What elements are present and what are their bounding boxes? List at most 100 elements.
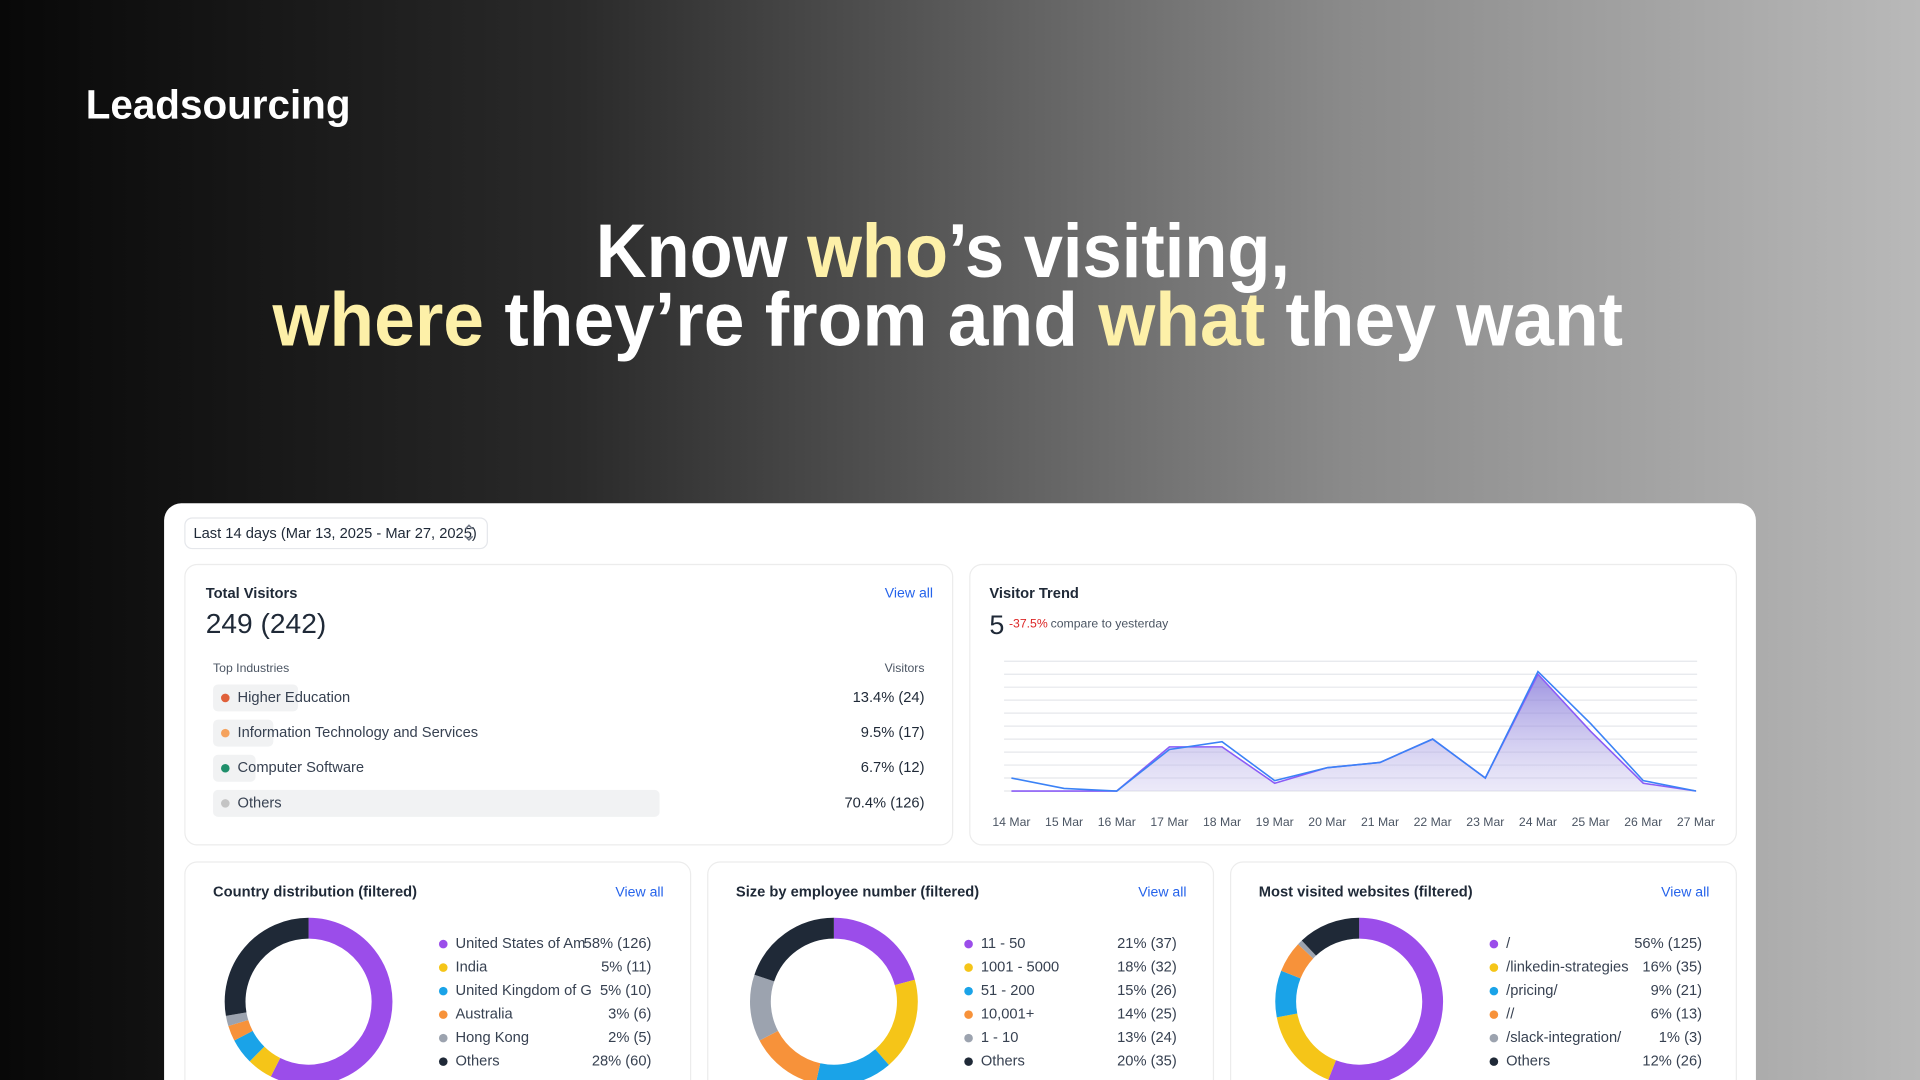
industry-value: 9.5% (17) — [861, 725, 925, 741]
legend-dot — [438, 1010, 448, 1019]
legend-dot — [221, 728, 230, 738]
headline-text: Know — [596, 209, 807, 294]
donut-segment — [750, 974, 779, 1041]
donut-segment — [833, 917, 915, 986]
card — [184, 861, 692, 1080]
x-tick-label: 22 Mar — [1414, 815, 1452, 829]
legend-dot — [221, 693, 230, 703]
table-header: Visitors — [885, 661, 925, 675]
legend-label: Others — [456, 1054, 500, 1070]
legend-dot — [438, 939, 448, 949]
donut-segment — [1275, 970, 1301, 1018]
donut-segment — [816, 1048, 889, 1080]
total-visitors-value: 249 (242) — [206, 608, 327, 639]
industry-value: 13.4% (24) — [853, 690, 925, 706]
donut-segment — [234, 1030, 265, 1062]
industry-bar — [213, 789, 660, 817]
x-tick-label: 24 Mar — [1519, 815, 1557, 829]
industry-label: Higher Education — [238, 690, 351, 706]
legend-label: India — [456, 959, 489, 975]
view-all-link[interactable]: View all — [885, 585, 933, 601]
legend-value: 14% (25) — [1117, 1006, 1177, 1022]
headline-text: ’s visiting, — [948, 209, 1290, 294]
trend-change: -37.5% — [1009, 617, 1048, 631]
headline-text: they’re from and — [484, 278, 1098, 363]
legend-label: 11 - 50 — [981, 936, 1026, 952]
x-tick-label: 25 Mar — [1572, 815, 1610, 829]
industry-bar — [213, 684, 299, 712]
legend-value: 3% (6) — [608, 1006, 651, 1022]
industry-label: Others — [238, 795, 282, 811]
legend-value: 5% (10) — [600, 983, 651, 999]
legend-value: 5% (11) — [601, 959, 651, 975]
legend-dot — [438, 1057, 448, 1066]
legend-label: /pricing/ — [1506, 983, 1558, 999]
legend-dot — [438, 1033, 448, 1043]
legend-dot — [1489, 1010, 1499, 1019]
card — [969, 563, 1737, 846]
brand: Leadsourcing — [86, 81, 351, 127]
legend-label: 1 - 10 — [981, 1030, 1019, 1046]
industry-bar — [213, 754, 256, 782]
chevron-icon — [464, 524, 474, 542]
legend-dot — [438, 963, 448, 972]
industry-label: Computer Software — [238, 760, 365, 776]
x-tick-label: 19 Mar — [1256, 815, 1294, 829]
x-tick-label: 20 Mar — [1308, 815, 1346, 829]
view-all-link[interactable]: View all — [1138, 883, 1186, 899]
x-tick-label: 18 Mar — [1203, 815, 1241, 829]
legend-dot — [964, 963, 973, 972]
legend-value: 21% (37) — [1117, 936, 1177, 952]
legend-label: Others — [981, 1054, 1025, 1070]
donut-segment — [1276, 1013, 1337, 1080]
legend-value: 9% (21) — [1651, 983, 1702, 999]
donut-segment — [1328, 917, 1443, 1080]
legend-label: United Kingdom of G — [456, 983, 592, 999]
x-tick-label: 27 Mar — [1677, 815, 1715, 829]
legend-value: 20% (35) — [1117, 1054, 1177, 1070]
donut-segment — [1281, 944, 1314, 979]
card-title: Total Visitors — [206, 586, 298, 602]
legend-dot — [1489, 963, 1499, 972]
legend-value: 58% (126) — [584, 936, 652, 952]
headline-line: where they’re from and what they want — [271, 278, 1623, 363]
view-all-link[interactable]: View all — [1661, 883, 1709, 899]
legend-dot — [1489, 939, 1499, 949]
legend-label: /slack-integration/ — [1506, 1030, 1622, 1046]
donut-segment — [1298, 940, 1317, 959]
card-title: Size by employee number (filtered) — [736, 885, 979, 901]
legend-dot — [964, 986, 973, 996]
x-tick-label: 21 Mar — [1361, 815, 1399, 829]
donut-segment — [270, 917, 393, 1080]
card-title: Visitor Trend — [989, 586, 1079, 602]
legend-label: Hong Kong — [456, 1030, 530, 1046]
industry-value: 6.7% (12) — [861, 760, 925, 776]
legend-label: 51 - 200 — [981, 983, 1035, 999]
legend-label: /linkedin-strategies — [1506, 959, 1628, 975]
legend-dot — [438, 986, 448, 996]
legend-label: United States of Am — [456, 936, 586, 952]
legend-value: 6% (13) — [1651, 1006, 1702, 1022]
donut-segment — [225, 1012, 249, 1027]
headline-accent: where — [271, 278, 484, 363]
legend-value: 13% (24) — [1117, 1030, 1177, 1046]
view-all-link[interactable]: View all — [615, 883, 663, 899]
card — [184, 563, 954, 846]
card — [1230, 861, 1737, 1080]
legend-dot — [964, 1033, 973, 1043]
x-tick-label: 15 Mar — [1045, 815, 1083, 829]
legend-value: 56% (125) — [1634, 936, 1702, 952]
table-header: Top Industries — [213, 661, 289, 675]
legend-dot — [964, 1057, 973, 1066]
line — [1011, 670, 1697, 792]
date-selector[interactable] — [184, 517, 488, 550]
donut-segment — [874, 979, 918, 1065]
x-tick-label: 26 Mar — [1624, 815, 1662, 829]
legend-label: // — [1506, 1006, 1515, 1022]
card — [707, 861, 1215, 1080]
legend-dot — [1489, 986, 1499, 996]
area-fill — [1011, 674, 1696, 792]
headline-accent: who — [806, 209, 948, 294]
